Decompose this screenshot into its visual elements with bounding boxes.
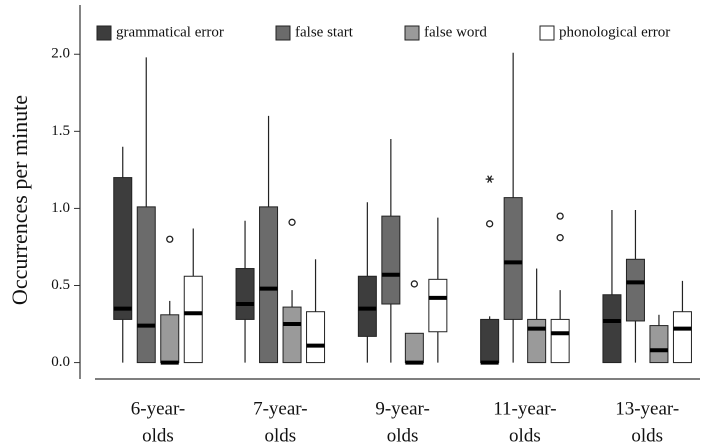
y-tick-label: 1.5 (51, 123, 70, 139)
legend-label: false start (295, 24, 354, 40)
legend-label: false word (424, 24, 487, 40)
box (381, 215, 401, 305)
box (357, 275, 377, 337)
x-tick-label: olds (264, 425, 296, 445)
outlier (410, 280, 419, 288)
box (160, 314, 180, 364)
x-tick-label: 7-year- (253, 398, 307, 419)
box (503, 197, 523, 320)
legend-label: phonological error (559, 24, 670, 40)
box (672, 311, 692, 364)
outlier (556, 212, 564, 220)
box (550, 318, 570, 364)
box (625, 258, 645, 322)
extreme-outlier (485, 175, 494, 183)
y-tick-label: 0.0 (51, 354, 70, 370)
y-tick-label: 1.0 (51, 200, 70, 216)
outlier (166, 235, 174, 243)
box (306, 311, 326, 364)
legend-swatch (539, 25, 555, 41)
box (404, 332, 424, 364)
legend-swatch (275, 25, 291, 41)
y-axis-label: Occurrences per minute (7, 95, 32, 305)
x-tick-label: olds (631, 425, 663, 445)
y-tick-label: 0.5 (51, 277, 70, 293)
x-tick-label: 6-year- (131, 398, 185, 419)
box (113, 177, 133, 320)
legend-swatch (404, 25, 420, 41)
x-tick-label: olds (387, 425, 419, 445)
box (602, 294, 622, 364)
outlier (556, 234, 564, 242)
box (527, 318, 547, 364)
box (282, 306, 302, 364)
box (183, 275, 203, 364)
y-tick-label: 2.0 (51, 46, 70, 62)
x-tick-label: olds (142, 425, 174, 445)
legend-swatch (96, 25, 112, 41)
box (235, 268, 255, 320)
x-tick-label: 11-year- (493, 398, 556, 419)
x-tick-label: 9-year- (375, 398, 429, 419)
box (649, 325, 669, 364)
outlier (288, 218, 296, 226)
box (259, 206, 279, 364)
x-tick-label: 13-year- (615, 398, 679, 419)
legend-label: grammatical error (116, 24, 224, 40)
box (480, 318, 500, 364)
x-tick-label: olds (509, 425, 541, 445)
box (136, 206, 156, 364)
box (428, 278, 448, 333)
outlier (485, 220, 494, 228)
